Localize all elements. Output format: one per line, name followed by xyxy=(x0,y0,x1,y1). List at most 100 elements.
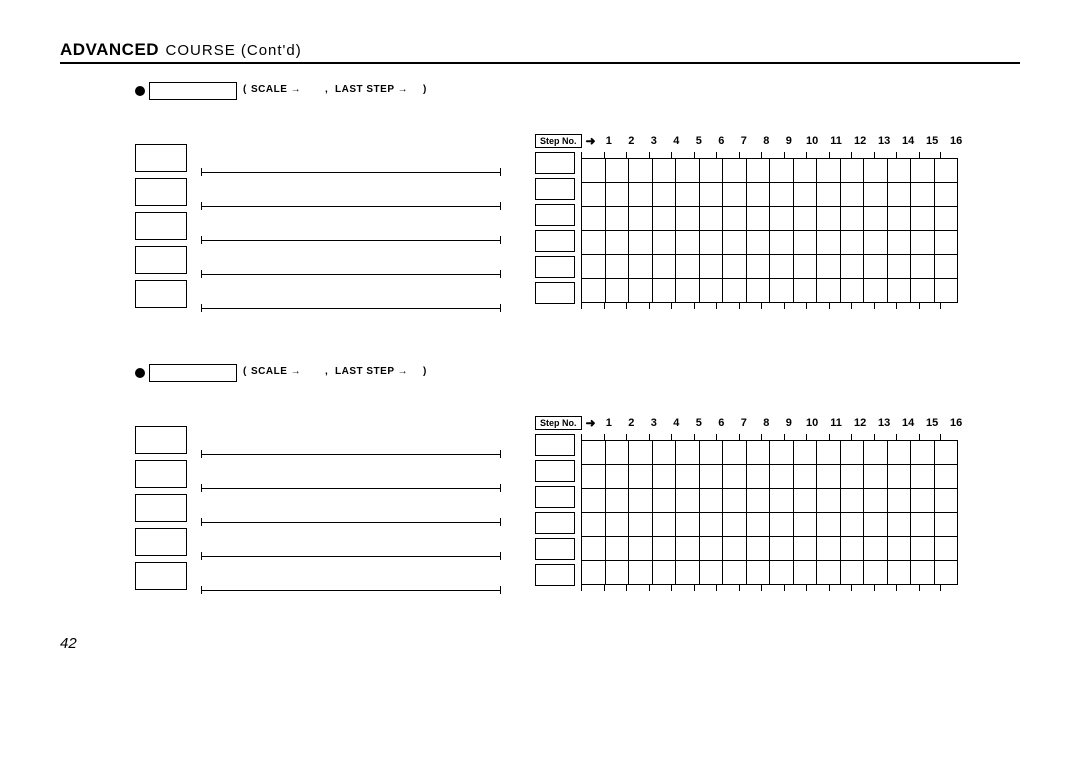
grid-cell[interactable] xyxy=(676,279,700,303)
grid-cell[interactable] xyxy=(723,255,747,279)
grid-cell[interactable] xyxy=(746,255,770,279)
grid-cell[interactable] xyxy=(652,279,676,303)
grid-cell[interactable] xyxy=(699,159,723,183)
grid-cell[interactable] xyxy=(840,441,864,465)
grid-cell[interactable] xyxy=(770,231,794,255)
grid-cell[interactable] xyxy=(793,159,817,183)
grid-cell[interactable] xyxy=(770,255,794,279)
grid-row-label-box[interactable] xyxy=(535,282,575,304)
grid-row-label-box[interactable] xyxy=(535,538,575,560)
grid-cell[interactable] xyxy=(582,441,606,465)
grid-cell[interactable] xyxy=(652,207,676,231)
grid-cell[interactable] xyxy=(605,207,629,231)
grid-cell[interactable] xyxy=(934,465,958,489)
grid-row-label-box[interactable] xyxy=(535,434,575,456)
grid-cell[interactable] xyxy=(699,561,723,585)
grid-cell[interactable] xyxy=(582,279,606,303)
grid-cell[interactable] xyxy=(864,231,888,255)
grid-cell[interactable] xyxy=(934,207,958,231)
title-input-box[interactable] xyxy=(149,364,237,382)
grid-cell[interactable] xyxy=(699,231,723,255)
grid-cell[interactable] xyxy=(770,183,794,207)
grid-cell[interactable] xyxy=(770,489,794,513)
grid-cell[interactable] xyxy=(864,441,888,465)
grid-cell[interactable] xyxy=(864,207,888,231)
left-label-box[interactable] xyxy=(135,144,187,172)
left-label-box[interactable] xyxy=(135,460,187,488)
grid-cell[interactable] xyxy=(817,561,841,585)
grid-cell[interactable] xyxy=(582,231,606,255)
left-label-box[interactable] xyxy=(135,562,187,590)
grid-cell[interactable] xyxy=(723,231,747,255)
grid-cell[interactable] xyxy=(746,537,770,561)
grid-cell[interactable] xyxy=(652,441,676,465)
grid-cell[interactable] xyxy=(770,159,794,183)
grid-cell[interactable] xyxy=(676,537,700,561)
grid-cell[interactable] xyxy=(793,183,817,207)
grid-cell[interactable] xyxy=(817,489,841,513)
grid-cell[interactable] xyxy=(746,441,770,465)
grid-cell[interactable] xyxy=(723,465,747,489)
grid-cell[interactable] xyxy=(723,513,747,537)
grid-cell[interactable] xyxy=(629,489,653,513)
grid-cell[interactable] xyxy=(605,561,629,585)
grid-cell[interactable] xyxy=(770,465,794,489)
grid-cell[interactable] xyxy=(746,513,770,537)
grid-cell[interactable] xyxy=(723,489,747,513)
grid-cell[interactable] xyxy=(582,537,606,561)
grid-cell[interactable] xyxy=(817,255,841,279)
grid-cell[interactable] xyxy=(934,489,958,513)
grid-row-label-box[interactable] xyxy=(535,460,575,482)
grid-cell[interactable] xyxy=(652,255,676,279)
grid-cell[interactable] xyxy=(629,465,653,489)
grid-cell[interactable] xyxy=(723,279,747,303)
grid-cell[interactable] xyxy=(582,255,606,279)
grid-cell[interactable] xyxy=(817,279,841,303)
grid-cell[interactable] xyxy=(934,441,958,465)
grid-cell[interactable] xyxy=(864,513,888,537)
grid-cell[interactable] xyxy=(934,231,958,255)
grid-cell[interactable] xyxy=(793,537,817,561)
grid-cell[interactable] xyxy=(793,465,817,489)
grid-cell[interactable] xyxy=(746,465,770,489)
grid-cell[interactable] xyxy=(652,231,676,255)
grid-cell[interactable] xyxy=(887,183,911,207)
grid-cell[interactable] xyxy=(770,207,794,231)
grid-cell[interactable] xyxy=(911,561,935,585)
grid-cell[interactable] xyxy=(605,159,629,183)
grid-cell[interactable] xyxy=(699,279,723,303)
grid-row-label-box[interactable] xyxy=(535,178,575,200)
grid-cell[interactable] xyxy=(605,183,629,207)
grid-cell[interactable] xyxy=(793,207,817,231)
grid-cell[interactable] xyxy=(676,465,700,489)
grid-cell[interactable] xyxy=(746,183,770,207)
grid-cell[interactable] xyxy=(699,255,723,279)
grid-cell[interactable] xyxy=(934,255,958,279)
left-label-box[interactable] xyxy=(135,528,187,556)
grid-cell[interactable] xyxy=(911,279,935,303)
grid-cell[interactable] xyxy=(605,231,629,255)
grid-cell[interactable] xyxy=(817,207,841,231)
grid-cell[interactable] xyxy=(770,561,794,585)
grid-cell[interactable] xyxy=(793,561,817,585)
grid-cell[interactable] xyxy=(911,183,935,207)
grid-cell[interactable] xyxy=(911,537,935,561)
grid-row-label-box[interactable] xyxy=(535,256,575,278)
grid-cell[interactable] xyxy=(887,231,911,255)
grid-cell[interactable] xyxy=(699,489,723,513)
grid-cell[interactable] xyxy=(652,465,676,489)
grid-cell[interactable] xyxy=(934,279,958,303)
grid-cell[interactable] xyxy=(629,159,653,183)
grid-cell[interactable] xyxy=(629,231,653,255)
grid-cell[interactable] xyxy=(676,231,700,255)
grid-cell[interactable] xyxy=(676,489,700,513)
grid-cell[interactable] xyxy=(699,441,723,465)
grid-cell[interactable] xyxy=(746,489,770,513)
grid-cell[interactable] xyxy=(629,561,653,585)
grid-cell[interactable] xyxy=(699,513,723,537)
grid-cell[interactable] xyxy=(746,207,770,231)
grid-cell[interactable] xyxy=(629,537,653,561)
grid-cell[interactable] xyxy=(817,465,841,489)
grid-cell[interactable] xyxy=(911,465,935,489)
grid-cell[interactable] xyxy=(652,561,676,585)
